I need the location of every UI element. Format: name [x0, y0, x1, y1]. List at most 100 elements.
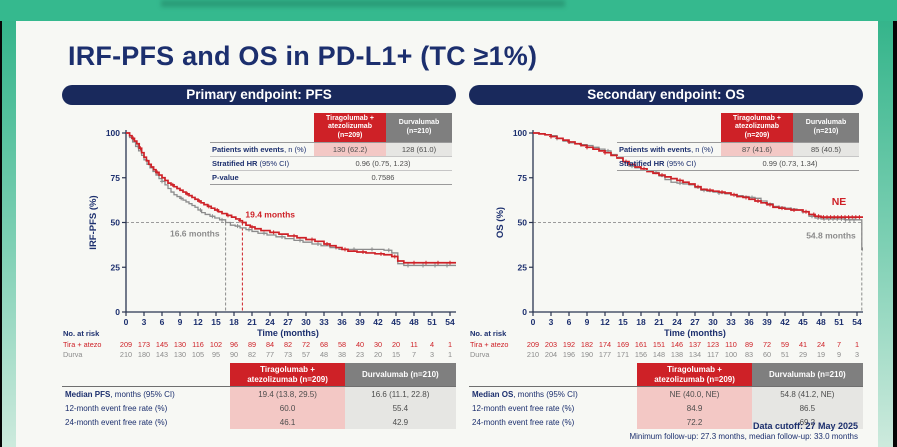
- row-label: Stratified HR (95% CI): [619, 159, 697, 169]
- x-tick-label: 51: [427, 317, 437, 327]
- at-risk-count: 89: [248, 340, 256, 349]
- summary-overlay-os: Tiragolumab + atezolizumab (n=209) Durval…: [617, 113, 859, 171]
- at-risk-count: 117: [707, 350, 719, 359]
- median-label: 16.6 months: [170, 229, 220, 239]
- table-row: 12-month event free rate (%) 60.0 55.4: [62, 401, 456, 416]
- stats-table: Tiragolumab + atezolizumab (n=209) Durval…: [469, 363, 863, 430]
- at-risk-count: 15: [392, 350, 400, 359]
- at-risk-count: 20: [392, 340, 400, 349]
- at-risk-count: 77: [266, 350, 274, 359]
- panel-os: Secondary endpoint: OS 54.8 months 0 25 50 7…: [469, 85, 863, 430]
- at-risk-count: 196: [563, 350, 575, 359]
- x-tick-label: 27: [690, 317, 700, 327]
- summary-table: Tiragolumab + atezolizumab (n=209) Durval…: [617, 113, 859, 171]
- at-risk-count: 29: [799, 350, 807, 359]
- x-tick-label: 9: [585, 317, 590, 327]
- y-tick-label: 100: [513, 128, 527, 138]
- summary-corner: [617, 113, 721, 143]
- x-tick-label: 21: [247, 317, 257, 327]
- at-risk-count: 130: [174, 350, 186, 359]
- panel-header-os: Secondary endpoint: OS: [469, 85, 863, 105]
- x-tick-label: 15: [618, 317, 628, 327]
- panel-header-pfs: Primary endpoint: PFS: [62, 85, 456, 105]
- at-risk-count: 30: [374, 340, 382, 349]
- x-tick-label: 54: [852, 317, 862, 327]
- at-risk-count: 171: [617, 350, 629, 359]
- table-row: Patients with events, n (%) 87 (41.6) 85 (…: [617, 142, 859, 157]
- summary-col-tira-atezo: Tiragolumab + atezolizumab (n=209): [721, 113, 793, 143]
- x-tick-label: 42: [780, 317, 790, 327]
- follow-up-note: Minimum follow-up: 27.3 months, median f…: [629, 432, 858, 441]
- page-title: IRF-PFS and OS in PD-L1+ (TC ≥1%): [68, 41, 538, 71]
- row-value-tira: 84.9: [637, 401, 752, 416]
- at-risk-count: 209: [120, 340, 132, 349]
- at-risk-count: 210: [527, 350, 539, 359]
- chart-wrap-os: 54.8 months 0 25 50 75 100 0 3 6 9 12 15 18 21 24 27 30 3…: [469, 107, 863, 359]
- panel-pfs: Primary endpoint: PFS 16.6 months 19.4 mo…: [62, 85, 456, 430]
- x-tick-label: 0: [531, 317, 536, 327]
- at-risk-row-label: Durva: [63, 350, 83, 359]
- stats-col-tira-atezo: Tiragolumab + atezolizumab (n=209): [637, 363, 752, 387]
- at-risk-count: 204: [545, 350, 557, 359]
- row-value-durva: 86.5: [751, 401, 863, 416]
- row-label: Median PFS, months (95% CI): [65, 389, 175, 399]
- x-tick-label: 18: [636, 317, 646, 327]
- data-cutoff-note: Data cutoff: 27 May 2025: [752, 421, 858, 431]
- x-tick-label: 48: [816, 317, 826, 327]
- x-tick-label: 12: [193, 317, 203, 327]
- at-risk-count: 68: [320, 340, 328, 349]
- x-tick-label: 15: [211, 317, 221, 327]
- y-axis-label: IRF-PFS (%): [88, 195, 99, 249]
- row-value-tira: NE (40.0, NE): [637, 386, 752, 402]
- table-row: Median OS, months (95% CI) NE (40.0, NE) 5…: [469, 386, 863, 402]
- at-risk-count: 95: [212, 350, 220, 359]
- x-tick-label: 3: [549, 317, 554, 327]
- summary-header-row: Tiragolumab + atezolizumab (n=209) Durval…: [210, 113, 452, 143]
- slide: IRF-PFS and OS in PD-L1+ (TC ≥1%) Primar…: [16, 21, 878, 447]
- stats-col-tira-atezo: Tiragolumab + atezolizumab (n=209): [230, 363, 345, 387]
- row-value-durva: 85 (40.5): [793, 142, 859, 157]
- at-risk-count: 7: [837, 340, 841, 349]
- not-estimable-label: NE: [832, 196, 847, 208]
- y-tick-label: 50: [111, 218, 121, 228]
- x-tick-label: 48: [409, 317, 419, 327]
- row-value-tira: 130 (62.2): [314, 142, 386, 157]
- green-frame-top: [0, 0, 897, 21]
- at-risk-count: 180: [138, 350, 150, 359]
- at-risk-row-label: Tira + atezo: [470, 340, 508, 349]
- y-tick-label: 75: [111, 173, 121, 183]
- summary-col-durvalumab: Durvalumab (n=210): [793, 113, 859, 143]
- at-risk-count: 182: [581, 340, 593, 349]
- y-tick-label: 50: [518, 218, 528, 228]
- x-tick-label: 33: [319, 317, 329, 327]
- at-risk-count: 23: [356, 350, 364, 359]
- at-risk-count: 19: [817, 350, 825, 359]
- row-value-tira: 87 (41.6): [721, 142, 793, 157]
- summary-header-row: Tiragolumab + atezolizumab (n=209) Durval…: [617, 113, 859, 143]
- at-risk-count: 148: [653, 350, 665, 359]
- table-row: Patients with events, n (%) 130 (62.2) 128…: [210, 142, 452, 157]
- green-frame-left: [2, 0, 16, 447]
- at-risk-count: 146: [671, 340, 683, 349]
- at-risk-count: 84: [266, 340, 274, 349]
- at-risk-count: 123: [707, 340, 719, 349]
- x-tick-label: 36: [744, 317, 754, 327]
- at-risk-count: 161: [635, 340, 647, 349]
- table-row: 24-month event free rate (%) 72.2 69.2: [469, 415, 863, 430]
- bottom-table-wrap-pfs: Tiragolumab + atezolizumab (n=209) Durval…: [62, 363, 456, 430]
- at-risk-count: 105: [192, 350, 204, 359]
- km-curve-tira-atezo: [126, 132, 456, 264]
- x-tick-label: 6: [160, 317, 165, 327]
- row-value-tira: 72.2: [637, 415, 752, 430]
- at-risk-count: 110: [725, 340, 737, 349]
- at-risk-count: 72: [763, 340, 771, 349]
- at-risk-count: 169: [617, 340, 629, 349]
- at-risk-count: 9: [837, 350, 841, 359]
- x-tick-label: 36: [337, 317, 347, 327]
- km-curve-tira-atezo: [533, 132, 863, 218]
- x-tick-label: 39: [762, 317, 772, 327]
- at-risk-count: 3: [855, 350, 859, 359]
- at-risk-count: 11: [410, 340, 418, 349]
